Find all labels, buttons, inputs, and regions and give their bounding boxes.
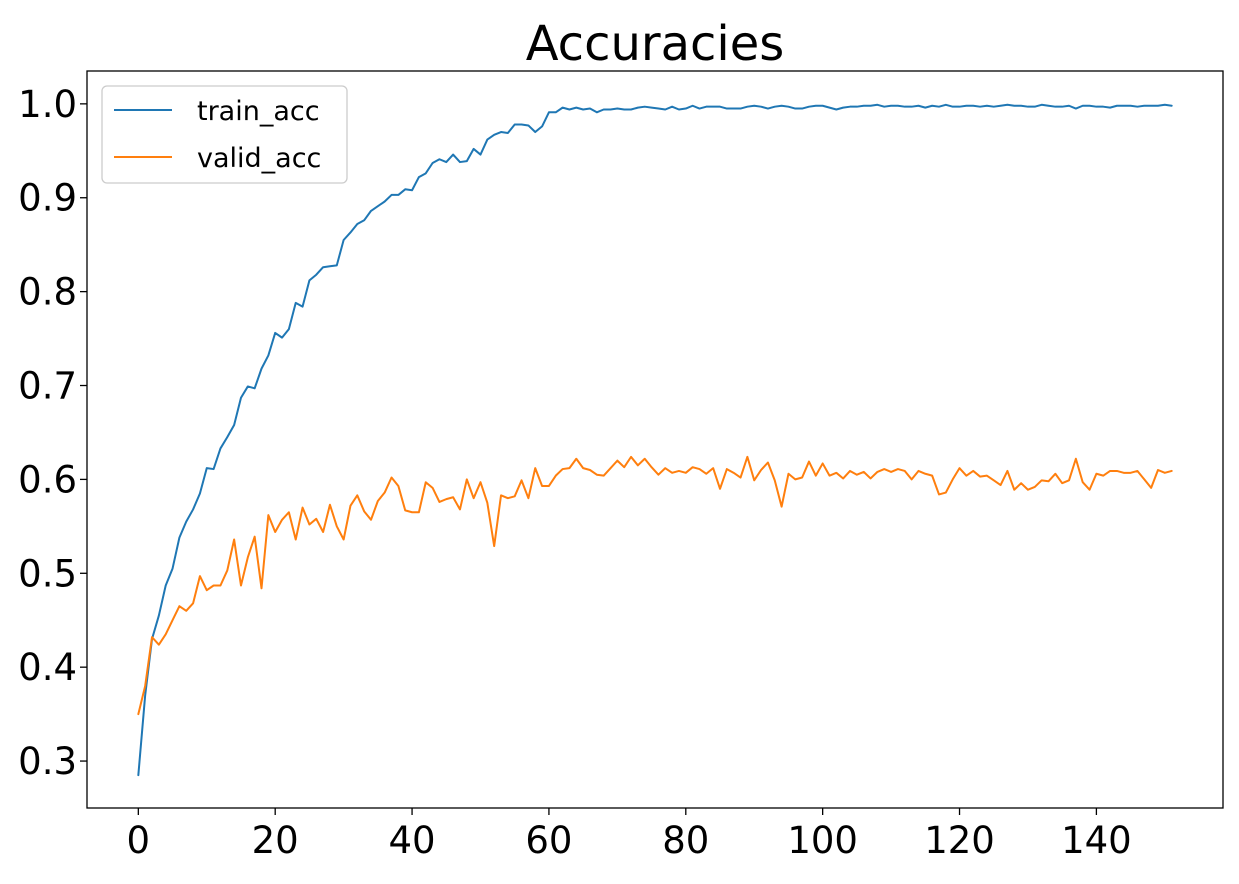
- x-tick-label: 80: [662, 819, 709, 862]
- x-tick-label: 20: [252, 819, 299, 862]
- series-line-valid-acc: [137, 455, 1173, 716]
- legend-label-train-acc: train_acc: [197, 96, 320, 127]
- y-tick-label: 0.5: [18, 552, 77, 595]
- chart-title: Accuracies: [526, 16, 785, 72]
- x-tick-label: 140: [1061, 819, 1132, 862]
- legend: train_acc valid_acc: [101, 85, 348, 184]
- y-tick-label: 0.6: [18, 458, 77, 501]
- axis-ticks: 0 20 40 60 80 100 120 140 0.3 0.4 0.5 0.6 0.7 0.8 0.9 1…: [18, 83, 1132, 862]
- y-tick-label: 0.3: [18, 740, 77, 783]
- x-tick-label: 100: [787, 819, 858, 862]
- x-tick-label: 40: [389, 819, 436, 862]
- y-tick-label: 0.8: [18, 271, 77, 314]
- y-tick-label: 1.0: [18, 83, 77, 126]
- x-tick-label: 60: [525, 819, 572, 862]
- y-tick-label: 0.9: [18, 177, 77, 220]
- x-tick-label: 0: [127, 819, 151, 862]
- x-tick-label: 120: [924, 819, 995, 862]
- plot-lines: [137, 103, 1173, 777]
- y-tick-label: 0.4: [18, 646, 77, 689]
- y-tick-label: 0.7: [18, 365, 77, 408]
- plot-frame: [86, 70, 1224, 809]
- legend-label-valid-acc: valid_acc: [197, 143, 321, 174]
- series-line-train-acc: [137, 103, 1173, 777]
